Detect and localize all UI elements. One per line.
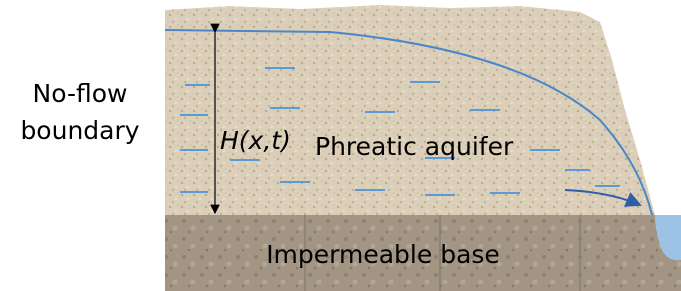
page: No-flow boundary H(x,t) Phreatic aquifer… (0, 0, 681, 291)
no-flow-label: boundary (20, 116, 139, 145)
aquifer-label: Phreatic aquifer (315, 132, 514, 161)
head-label: H(x,t) (220, 126, 291, 155)
no-flow-label: No-flow (33, 79, 128, 108)
base-label: Impermeable base (266, 240, 500, 269)
aquifer (165, 5, 655, 215)
diagram: No-flow boundary H(x,t) Phreatic aquifer… (0, 0, 681, 291)
